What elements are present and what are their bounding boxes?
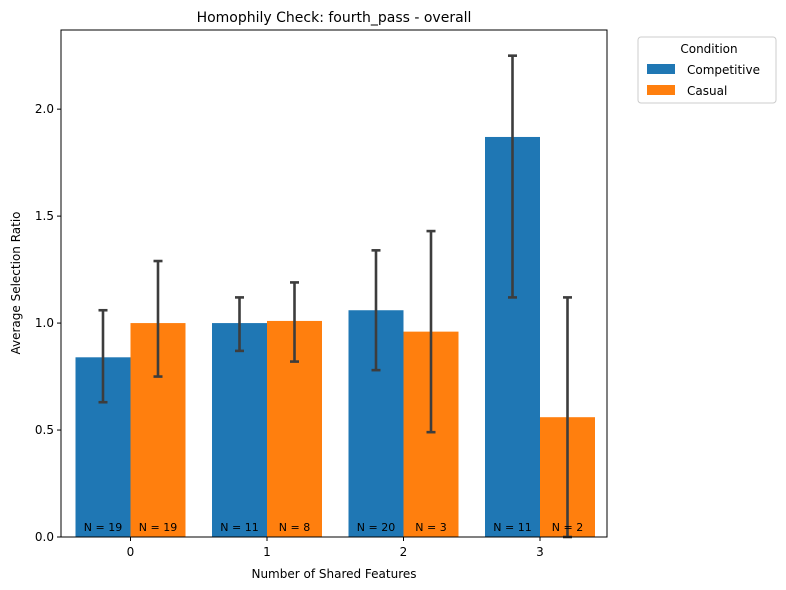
error-bar-casual-1 — [290, 281, 299, 363]
n-labels-layer: N = 19 N = 11 N = 20 N = 11 N = 19 N = 8 N = 3… — [84, 521, 583, 534]
y-axis-label: Average Selection Ratio — [9, 211, 23, 354]
y-axis-ticks: 0.0 0.5 1.0 1.5 2.0 — [35, 102, 61, 544]
bars-layer — [75, 136, 595, 537]
x-tick-label: 2 — [400, 545, 408, 559]
bar-competitive-1 — [212, 323, 267, 537]
y-tick-label: 0.5 — [35, 423, 54, 437]
y-tick-label: 1.5 — [35, 209, 54, 223]
n-label-competitive-3: N = 11 — [493, 521, 531, 534]
x-tick-label: 3 — [536, 545, 544, 559]
y-tick-label: 2.0 — [35, 102, 54, 116]
chart-title: Homophily Check: fourth_pass - overall — [197, 10, 472, 26]
error-bar-casual-0 — [153, 259, 163, 378]
n-label-casual-0: N = 19 — [139, 521, 177, 534]
error-bar-competitive-1 — [235, 296, 244, 353]
x-axis-label: Number of Shared Features — [251, 567, 416, 581]
error-bar-competitive-3 — [508, 54, 517, 299]
legend: Condition Competitive Casual — [637, 36, 777, 104]
n-label-casual-2: N = 3 — [415, 521, 446, 534]
error-bar-casual-2 — [426, 229, 436, 434]
n-label-casual-3: N = 2 — [552, 521, 583, 534]
n-label-casual-1: N = 8 — [279, 521, 310, 534]
n-label-competitive-1: N = 11 — [220, 521, 258, 534]
error-bar-competitive-2 — [371, 249, 381, 372]
y-tick-label: 0.0 — [35, 530, 54, 544]
legend-label-casual: Casual — [687, 84, 727, 98]
legend-swatch-casual — [647, 85, 675, 95]
n-label-competitive-2: N = 20 — [357, 521, 395, 534]
x-tick-label: 1 — [263, 545, 271, 559]
x-tick-label: 0 — [127, 545, 135, 559]
x-axis-ticks: 0 1 2 3 — [127, 537, 544, 559]
legend-swatch-competitive — [647, 64, 675, 74]
error-bars-layer — [98, 54, 572, 539]
error-bar-competitive-0 — [98, 308, 108, 404]
legend-title: Condition — [680, 42, 737, 56]
y-tick-label: 1.0 — [35, 316, 54, 330]
n-label-competitive-0: N = 19 — [84, 521, 122, 534]
legend-label-competitive: Competitive — [687, 63, 760, 77]
axes-frame — [60, 29, 608, 538]
